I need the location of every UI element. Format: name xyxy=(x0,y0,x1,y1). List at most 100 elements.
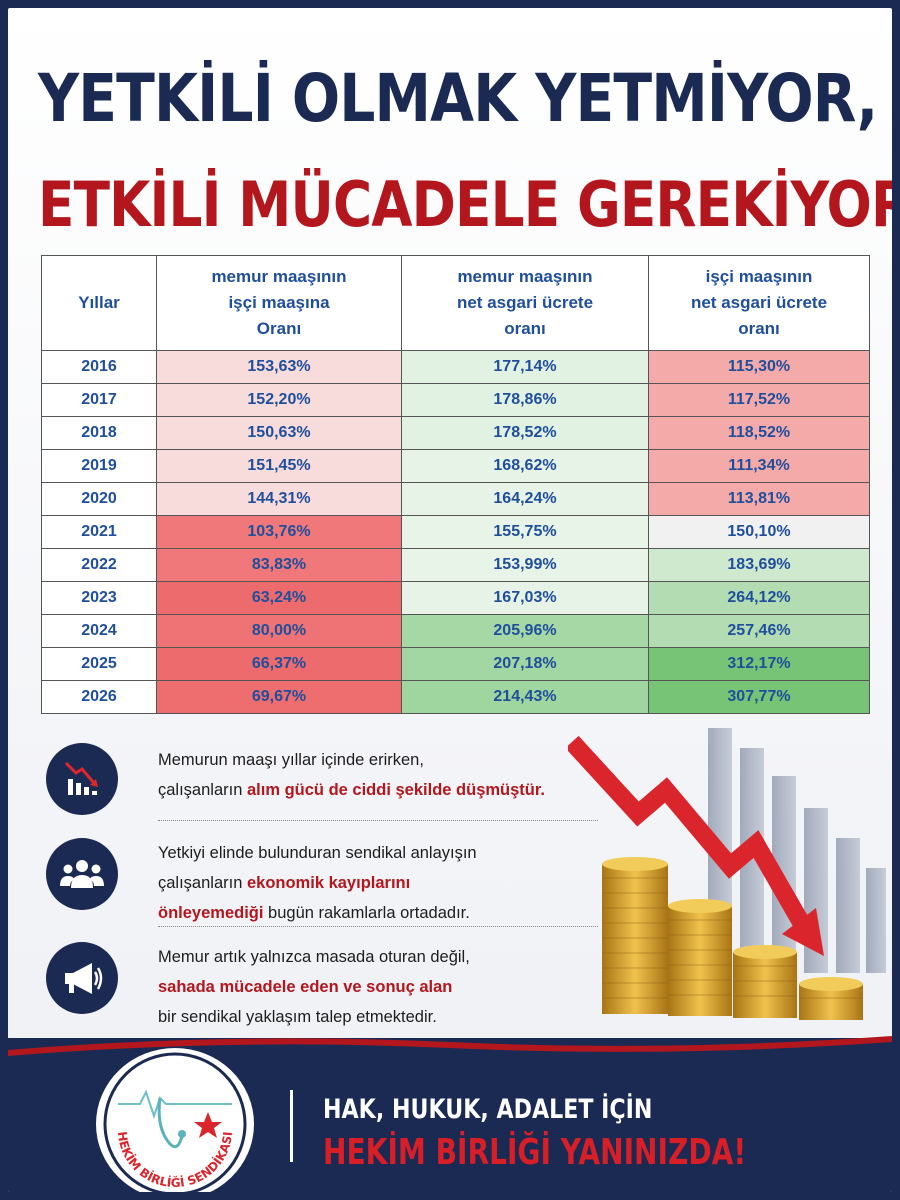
red-down-arrow xyxy=(568,735,824,956)
year-cell: 2021 xyxy=(41,515,157,549)
ratio-cell-col2: 164,24% xyxy=(401,482,649,516)
ratio-cell-col1: 103,76% xyxy=(156,515,402,549)
union-logo: HEKİM BİRLİĞİ SENDİKASI xyxy=(96,1048,254,1192)
ratio-cell-col1: 153,63% xyxy=(156,350,402,384)
people-group-icon xyxy=(60,860,104,888)
year-cell: 2018 xyxy=(41,416,157,450)
table-row: 2023 63,24% 167,03% 264,12% xyxy=(41,581,870,615)
ratio-cell-col1: 63,24% xyxy=(156,581,402,615)
body-text: bir sendikal yaklaşım talep etmektedir. xyxy=(158,1008,437,1026)
ratio-cell-col2: 155,75% xyxy=(401,515,649,549)
header-col2-line: memur maaşının xyxy=(457,267,593,286)
bullet-icon-circle xyxy=(46,743,118,815)
year-cell: 2024 xyxy=(41,614,157,648)
ratio-cell-col1: 66,37% xyxy=(156,647,402,681)
ratio-cell-col2: 178,86% xyxy=(401,383,649,417)
ratio-cell-col2: 177,14% xyxy=(401,350,649,384)
year-cell: 2019 xyxy=(41,449,157,483)
header-col2-line: net asgari ücrete xyxy=(456,293,594,312)
bullet-divider xyxy=(158,820,598,821)
year-cell: 2025 xyxy=(41,647,157,681)
ratio-cell-col3: 183,69% xyxy=(648,548,870,582)
logo-emblem: HEKİM BİRLİĞİ SENDİKASI xyxy=(103,1052,247,1192)
bullet-text: Memur artık yalnızca masada oturan değil… xyxy=(158,942,628,1032)
ratio-cell-col2: 205,96% xyxy=(401,614,649,648)
highlight-text: sahada mücadele eden ve sonuç alan xyxy=(158,978,453,996)
ratio-cell-col2: 178,52% xyxy=(401,416,649,450)
bullet-line: önleyemediği bugün rakamlarla ortadadır. xyxy=(158,898,628,928)
year-cell: 2020 xyxy=(41,482,157,516)
body-text: Memurun maaşı yıllar içinde erirken, xyxy=(158,751,424,769)
ratio-cell-col1: 151,45% xyxy=(156,449,402,483)
bullet-economic-losses: Yetkiyi elinde bulunduran sendikal anlay… xyxy=(46,836,606,926)
highlight-text: ekonomik kayıplarını xyxy=(246,874,411,892)
year-cell: 2026 xyxy=(41,680,157,714)
slogan-line-2: HEKİM BİRLİĞİ YANINIZDA! xyxy=(323,1132,747,1173)
title-line-2: ETKİLİ MÜCADELE GEREKİYOR xyxy=(38,168,892,241)
header-col1-line: Oranı xyxy=(256,319,302,338)
table-row: 2024 80,00% 205,96% 257,46% xyxy=(41,614,870,648)
highlight-text: alım gücü de ciddi şekilde düşmüştür. xyxy=(246,781,545,799)
table-row: 2026 69,67% 214,43% 307,77% xyxy=(41,680,870,714)
bullet-union-approach: Memur artık yalnızca masada oturan değil… xyxy=(46,940,606,1030)
poster: YETKİLİ OLMAK YETMİYOR, ETKİLİ MÜCADELE … xyxy=(8,8,892,1192)
coin-stacks xyxy=(602,857,863,1020)
ratio-cell-col3: 307,77% xyxy=(648,680,870,714)
body-text: Yetkiyi elinde bulunduran sendikal anlay… xyxy=(158,844,477,862)
table-header-row: Yıllar memur maaşının işçi maaşına Oranı… xyxy=(41,255,870,351)
header-col2: memur maaşının net asgari ücrete oranı xyxy=(401,255,649,351)
bullet-line: Memur artık yalnızca masada oturan değil… xyxy=(158,942,628,972)
ratio-cell-col1: 144,31% xyxy=(156,482,402,516)
ratio-cell-col1: 150,63% xyxy=(156,416,402,450)
bullet-icon-circle xyxy=(46,942,118,1014)
title-line-1: YETKİLİ OLMAK YETMİYOR, xyxy=(38,60,878,137)
body-text: çalışanların xyxy=(158,874,247,892)
table-row: 2021 103,76% 155,75% 150,10% xyxy=(41,515,870,549)
bullet-purchasing-power: Memurun maaşı yıllar içinde erirken, çalı… xyxy=(46,743,606,823)
footer-wave xyxy=(8,1036,892,1058)
megaphone-icon xyxy=(65,963,103,994)
table-row: 2025 66,37% 207,18% 312,17% xyxy=(41,647,870,681)
bullet-text: Memurun maaşı yıllar içinde erirken, çalı… xyxy=(158,745,628,805)
header-col3-line: oranı xyxy=(738,319,780,338)
year-cell: 2017 xyxy=(41,383,157,417)
chart-down-icon xyxy=(64,761,98,795)
highlight-text: önleyemediği xyxy=(158,904,264,922)
header-years: Yıllar xyxy=(41,255,157,351)
bullet-line: çalışanların alım gücü de ciddi şekilde … xyxy=(158,775,628,805)
footer-divider xyxy=(290,1090,293,1162)
year-cell: 2016 xyxy=(41,350,157,384)
ratio-cell-col1: 152,20% xyxy=(156,383,402,417)
bullet-line: bir sendikal yaklaşım talep etmektedir. xyxy=(158,1002,628,1032)
table-row: 2022 83,83% 153,99% 183,69% xyxy=(41,548,870,582)
bullet-line: çalışanların ekonomik kayıplarını xyxy=(158,868,628,898)
ratio-cell-col2: 168,62% xyxy=(401,449,649,483)
ratio-cell-col2: 214,43% xyxy=(401,680,649,714)
bullet-line: Yetkiyi elinde bulunduran sendikal anlay… xyxy=(158,838,628,868)
bullet-line: Memurun maaşı yıllar içinde erirken, xyxy=(158,745,628,775)
header-col3: işçi maaşının net asgari ücrete oranı xyxy=(648,255,870,351)
salary-ratio-table: Yıllar memur maaşının işçi maaşına Oranı… xyxy=(41,255,870,714)
ratio-cell-col2: 167,03% xyxy=(401,581,649,615)
ratio-cell-col3: 150,10% xyxy=(648,515,870,549)
header-col1-line: işçi maaşına xyxy=(228,293,330,312)
table-body: 2016 153,63% 177,14% 115,30% 2017 152,20% 178,… xyxy=(41,350,870,714)
ratio-cell-col3: 111,34% xyxy=(648,449,870,483)
body-text: Memur artık yalnızca masada oturan değil… xyxy=(158,948,470,966)
year-cell: 2023 xyxy=(41,581,157,615)
header-col3-line: işçi maaşının xyxy=(705,267,813,286)
ratio-cell-col3: 257,46% xyxy=(648,614,870,648)
table-row: 2019 151,45% 168,62% 111,34% xyxy=(41,449,870,483)
ratio-cell-col3: 118,52% xyxy=(648,416,870,450)
table-row: 2020 144,31% 164,24% 113,81% xyxy=(41,482,870,516)
table-row: 2017 152,20% 178,86% 117,52% xyxy=(41,383,870,417)
header-col1-line: memur maaşının xyxy=(211,267,347,286)
header-col2-line: oranı xyxy=(504,319,546,338)
year-cell: 2022 xyxy=(41,548,157,582)
ratio-cell-col3: 312,17% xyxy=(648,647,870,681)
decline-illustration xyxy=(568,728,886,1020)
header-col3-line: net asgari ücrete xyxy=(690,293,828,312)
ratio-cell-col2: 153,99% xyxy=(401,548,649,582)
body-text: çalışanların xyxy=(158,781,247,799)
ratio-cell-col3: 264,12% xyxy=(648,581,870,615)
